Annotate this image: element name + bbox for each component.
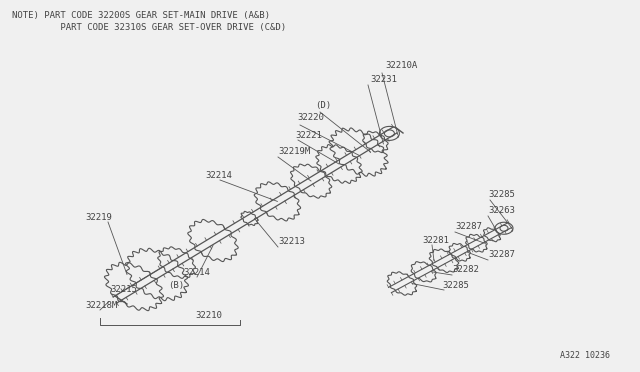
Text: (D): (D) — [315, 101, 331, 110]
Text: 32231: 32231 — [370, 75, 397, 84]
Text: 32210A: 32210A — [385, 61, 417, 70]
Text: 32287: 32287 — [455, 222, 482, 231]
Text: 32219: 32219 — [85, 213, 112, 222]
Text: 32218M: 32218M — [85, 301, 117, 310]
Text: 32214: 32214 — [183, 268, 210, 277]
Text: 32281: 32281 — [422, 236, 449, 245]
Text: 32213: 32213 — [278, 237, 305, 246]
Text: A322 10236: A322 10236 — [560, 351, 610, 360]
Text: (B): (B) — [168, 281, 184, 290]
Text: 32287: 32287 — [488, 250, 515, 259]
Text: 32220: 32220 — [297, 113, 324, 122]
Text: 32221: 32221 — [295, 131, 322, 140]
Text: 32215: 32215 — [110, 285, 137, 294]
Text: NOTE) PART CODE 32200S GEAR SET-MAIN DRIVE (A&B): NOTE) PART CODE 32200S GEAR SET-MAIN DRI… — [12, 11, 270, 20]
Text: 32263: 32263 — [488, 206, 515, 215]
Text: 32214: 32214 — [205, 171, 232, 180]
Text: 32285: 32285 — [442, 281, 469, 290]
Text: 32282: 32282 — [452, 265, 479, 274]
Text: 32285: 32285 — [488, 190, 515, 199]
Text: 32210: 32210 — [195, 311, 222, 320]
Text: 32219M: 32219M — [278, 147, 310, 156]
Text: PART CODE 32310S GEAR SET-OVER DRIVE (C&D): PART CODE 32310S GEAR SET-OVER DRIVE (C&… — [12, 23, 286, 32]
